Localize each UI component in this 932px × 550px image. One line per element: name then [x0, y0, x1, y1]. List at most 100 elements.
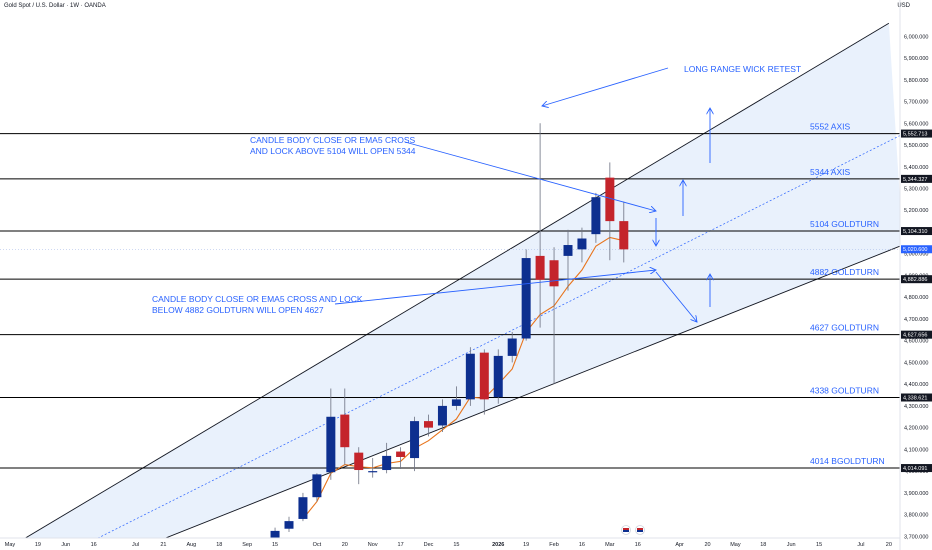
x-tick-label: 20: [342, 542, 348, 548]
level-price-tag-text: 5,552.713: [903, 132, 927, 138]
candle-body: [619, 221, 629, 250]
x-tick-label: Jul: [132, 542, 139, 548]
candle-body: [535, 255, 545, 280]
currency-label: USD: [897, 3, 910, 9]
candle-body: [577, 238, 587, 250]
event-badge-flag: [637, 528, 643, 530]
candle-body: [437, 405, 447, 426]
x-tick-label: 16: [635, 542, 641, 548]
x-tick-label: Apr: [675, 542, 684, 548]
y-tick-label: 4,300.000: [904, 404, 928, 410]
event-badge-flag: [623, 528, 629, 530]
y-tick-label: 5,700.000: [904, 100, 928, 106]
candle-body: [284, 521, 294, 529]
x-tick-label: Jun: [787, 542, 796, 548]
level-price-tag: [901, 129, 932, 138]
channel-mid-line: [97, 135, 900, 538]
candle-body: [591, 197, 601, 235]
x-tick-label: Jul: [857, 542, 864, 548]
y-tick-label: 6,000.000: [904, 34, 928, 40]
x-tick-label: 17: [398, 542, 404, 548]
candle-body: [424, 421, 433, 428]
level-price-tag-text: 4,882.886: [903, 277, 927, 283]
x-tick-label: 20: [704, 542, 710, 548]
x-tick-label: 19: [523, 542, 529, 548]
candle-body: [465, 353, 475, 400]
level-label: 4627 GOLDTURN: [810, 323, 879, 333]
x-tick-label: 19: [35, 542, 41, 548]
annotation-below-4882: CANDLE BODY CLOSE OR EMA5 CROSS AND LOCK: [152, 294, 363, 304]
candle-body: [549, 260, 559, 287]
candle-body: [479, 352, 489, 400]
y-tick-label: 5,600.000: [904, 121, 928, 127]
event-badge-flag: [637, 530, 643, 532]
candle-body: [507, 338, 517, 356]
level-price-tag-text: 4,627.656: [903, 333, 927, 339]
x-tick-label: 16: [91, 542, 97, 548]
candle-body: [521, 258, 531, 339]
candle-body: [605, 177, 615, 222]
level-price-tag: [901, 275, 932, 284]
x-tick-label: 18: [216, 542, 222, 548]
y-tick-label: 4,000.000: [904, 469, 928, 475]
candle-body: [354, 452, 364, 471]
x-tick-label: 15: [453, 542, 459, 548]
event-badge-flag: [623, 530, 629, 532]
x-tick-label: Mar: [605, 542, 615, 548]
annotation-above-5104-line2: AND LOCK ABOVE 5104 WILL OPEN 5344: [250, 146, 416, 156]
y-tick-label: 5,400.000: [904, 165, 928, 171]
x-tick-label: Feb: [549, 542, 558, 548]
level-price-tag: [901, 227, 932, 236]
y-tick-label: 5,500.000: [904, 143, 928, 149]
candle-body: [410, 421, 420, 459]
x-tick-label: Oct: [313, 542, 322, 548]
level-label: 4882 GOLDTURN: [810, 267, 879, 277]
candle-body: [257, 543, 266, 550]
level-price-tag: [901, 393, 932, 402]
x-tick-label: 2026: [492, 542, 504, 548]
annotation-below-4882-line2: BELOW 4882 GOLDTURN WILL OPEN 4627: [152, 305, 324, 315]
candle-body: [340, 414, 350, 448]
candle-body: [563, 245, 573, 256]
level-label: 5552 AXIS: [810, 122, 851, 132]
annotation-arrow: [334, 270, 656, 305]
annotation-wick-retest: LONG RANGE WICK RETEST: [684, 64, 801, 74]
last-price-tag-text: 5,020.600: [903, 247, 927, 253]
level-label: 4014 BGOLDTURN: [810, 456, 885, 466]
annotation-above-5104: CANDLE BODY CLOSE OR EMA5 CROSS: [250, 135, 415, 145]
level-price-tag: [901, 174, 932, 183]
x-tick-label: May: [730, 542, 741, 548]
y-tick-label: 4,700.000: [904, 317, 928, 323]
symbol-title: Gold Spot / U.S. Dollar · 1W · OANDA: [4, 3, 106, 9]
level-price-tag-text: 5,344.327: [903, 177, 927, 183]
channel-lower-line: [164, 245, 900, 538]
y-tick-label: 4,400.000: [904, 382, 928, 388]
x-tick-label: 18: [760, 542, 766, 548]
x-tick-label: 15: [816, 542, 822, 548]
candle-body: [451, 399, 461, 406]
candle-body: [396, 451, 406, 457]
level-label: 5344 AXIS: [810, 167, 851, 177]
x-tick-label: 16: [579, 542, 585, 548]
candle-body: [326, 416, 336, 473]
x-tick-label: 15: [272, 542, 278, 548]
last-price-tag: [901, 245, 932, 254]
channel-fill: [25, 23, 900, 538]
x-tick-label: Nov: [368, 542, 378, 548]
y-tick-label: 5,900.000: [904, 56, 928, 62]
channel-upper-line: [24, 22, 890, 538]
x-tick-label: 20: [886, 542, 892, 548]
x-tick-label: Sep: [242, 542, 252, 548]
x-tick-label: May: [5, 542, 16, 548]
level-price-tag: [901, 330, 932, 339]
candle-body: [312, 474, 322, 498]
y-tick-label: 5,300.000: [904, 187, 928, 193]
candle-body: [270, 530, 280, 538]
y-tick-label: 3,900.000: [904, 491, 928, 497]
x-tick-label: Dec: [424, 542, 434, 548]
level-price-tag-text: 4,014.091: [903, 466, 927, 472]
level-price-tag-text: 4,338.621: [903, 396, 927, 402]
x-tick-label: 21: [160, 542, 166, 548]
